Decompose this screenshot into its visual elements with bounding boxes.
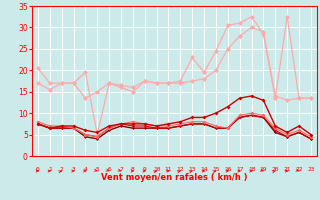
X-axis label: Vent moyen/en rafales ( km/h ): Vent moyen/en rafales ( km/h ) bbox=[101, 174, 248, 182]
